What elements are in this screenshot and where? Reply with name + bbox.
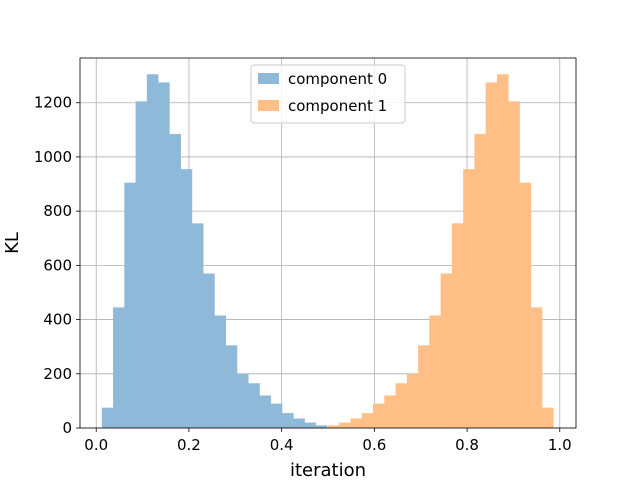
- histogram-bar-component-1: [361, 413, 374, 428]
- histogram-bar-component-0: [236, 373, 249, 428]
- histogram-bar-component-0: [146, 74, 159, 428]
- histogram-bar-component-0: [203, 273, 215, 428]
- histogram-bar-component-0: [135, 101, 148, 428]
- x-tick-label: 0.2: [177, 436, 201, 454]
- y-tick-label: 800: [43, 202, 72, 220]
- histogram-bar-component-1: [485, 82, 498, 429]
- histogram-bar-component-1: [429, 315, 441, 428]
- histogram-bar-component-1: [395, 383, 408, 428]
- histogram-bar-component-0: [248, 383, 260, 428]
- histogram-bar-component-0: [304, 422, 317, 428]
- legend-swatch-component-1: [258, 100, 279, 111]
- y-tick-label: 400: [43, 311, 72, 329]
- x-tick-label: 1.0: [548, 436, 572, 454]
- histogram-bar-component-1: [519, 182, 532, 428]
- histogram-bar-component-0: [293, 418, 305, 428]
- histogram-bar-component-0: [191, 223, 204, 428]
- x-axis-ticks: 0.0 0.2 0.4 0.6 0.8 1.0: [84, 428, 572, 454]
- x-tick-label: 0.4: [270, 436, 294, 454]
- legend-label-component-1: component 1: [288, 97, 387, 115]
- histogram-bar-component-0: [225, 345, 238, 428]
- histogram-bar-component-1: [496, 74, 509, 428]
- x-tick-label: 0.6: [362, 436, 386, 454]
- histogram-bar-component-1: [328, 425, 340, 428]
- y-tick-label: 200: [43, 365, 72, 383]
- histogram-bar-component-1: [384, 395, 396, 428]
- plot-frame: [79, 57, 577, 429]
- y-tick-label: 1000: [34, 148, 72, 166]
- histogram-bar-component-0: [113, 307, 125, 428]
- histogram-bar-component-0: [315, 425, 328, 428]
- histogram-bar-component-1: [406, 373, 419, 428]
- bars-component-0: [101, 74, 328, 429]
- histogram-bar-component-1: [463, 169, 475, 428]
- y-axis-ticks: 0 200 400 600 800 1000 1200: [34, 94, 80, 437]
- histogram-bar-component-0: [180, 169, 193, 428]
- legend-swatch-component-0: [258, 73, 279, 84]
- x-axis-label: iteration: [290, 460, 366, 480]
- histogram-bar-component-0: [158, 82, 170, 429]
- bars-component-1: [328, 74, 554, 429]
- histogram-bar-component-1: [530, 307, 543, 428]
- histogram-bar-component-1: [508, 101, 520, 428]
- histogram-bar-component-0: [282, 413, 294, 428]
- histogram-bar-component-1: [451, 223, 464, 428]
- histogram-bar-component-1: [474, 133, 487, 428]
- histogram-bar-component-0: [124, 182, 136, 428]
- legend-label-component-0: component 0: [288, 70, 387, 88]
- histogram-bar-component-0: [214, 315, 226, 428]
- histogram-bar-component-1: [339, 422, 351, 428]
- histogram-bar-component-1: [350, 418, 363, 428]
- histogram-bar-component-0: [169, 133, 181, 428]
- histogram-bar-component-0: [259, 395, 272, 428]
- legend: component 0 component 1: [250, 64, 406, 124]
- y-axis-label: KL: [2, 232, 23, 254]
- histogram-bar-component-1: [542, 407, 554, 428]
- x-tick-label: 0.8: [455, 436, 479, 454]
- y-tick-label: 600: [43, 256, 72, 274]
- histogram-bar-component-1: [418, 345, 430, 428]
- histogram-bar-component-0: [270, 403, 283, 428]
- y-tick-label: 1200: [34, 94, 72, 112]
- legend-box: [250, 64, 406, 124]
- y-tick-label: 0: [62, 419, 72, 437]
- histogram-bar-component-1: [373, 403, 385, 428]
- x-tick-label: 0.0: [84, 436, 108, 454]
- histogram-bar-component-1: [440, 273, 453, 428]
- histogram-bar-component-0: [101, 407, 114, 428]
